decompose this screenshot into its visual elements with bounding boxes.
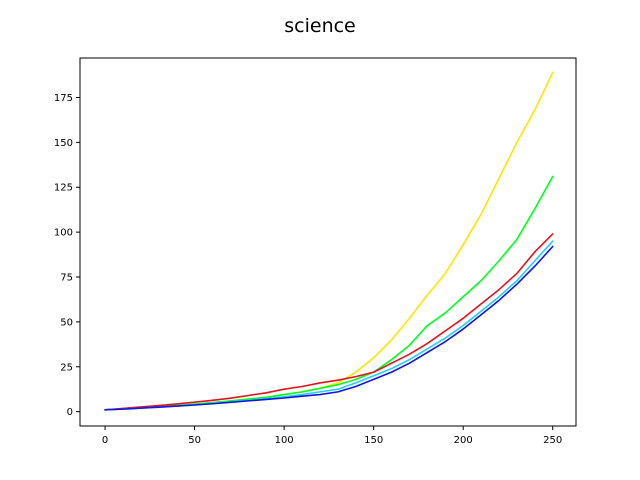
plot-frame xyxy=(79,57,577,427)
x-tick-label: 100 xyxy=(275,435,294,446)
x-tick-label: 150 xyxy=(364,435,383,446)
x-tick-label: 0 xyxy=(102,435,108,446)
x-axis: 0 50 100 150 200 250 xyxy=(102,426,562,446)
series-layer xyxy=(104,71,554,411)
y-tick-label: 0 xyxy=(67,407,73,418)
series-line-1 xyxy=(104,71,554,411)
y-tick-label: 25 xyxy=(60,362,73,373)
y-tick-label: 100 xyxy=(54,228,73,239)
x-tick-label: 200 xyxy=(454,435,473,446)
y-tick-label: 75 xyxy=(60,273,73,284)
x-tick-label: 250 xyxy=(543,435,562,446)
chart-title: science xyxy=(284,15,356,37)
series-line-5 xyxy=(104,245,554,411)
series-line-3 xyxy=(104,233,554,411)
y-tick-label: 50 xyxy=(60,317,73,328)
y-tick-label: 125 xyxy=(54,183,73,194)
y-axis: 0 25 50 75 100 125 150 175 xyxy=(54,93,80,418)
y-tick-label: 150 xyxy=(54,138,73,149)
series-line-4 xyxy=(104,240,554,411)
y-tick-label: 175 xyxy=(54,93,73,104)
x-tick-label: 50 xyxy=(188,435,201,446)
series-line-2 xyxy=(104,175,554,411)
